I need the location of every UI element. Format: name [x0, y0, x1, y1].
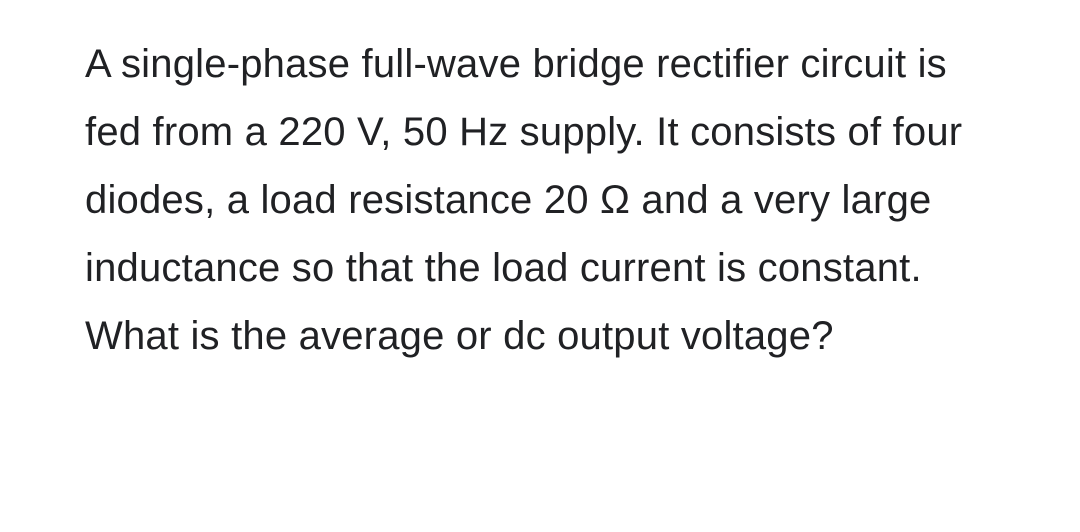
question-text: A single-phase full-wave bridge rectifie… [85, 30, 995, 370]
question-container: A single-phase full-wave bridge rectifie… [0, 0, 1080, 400]
